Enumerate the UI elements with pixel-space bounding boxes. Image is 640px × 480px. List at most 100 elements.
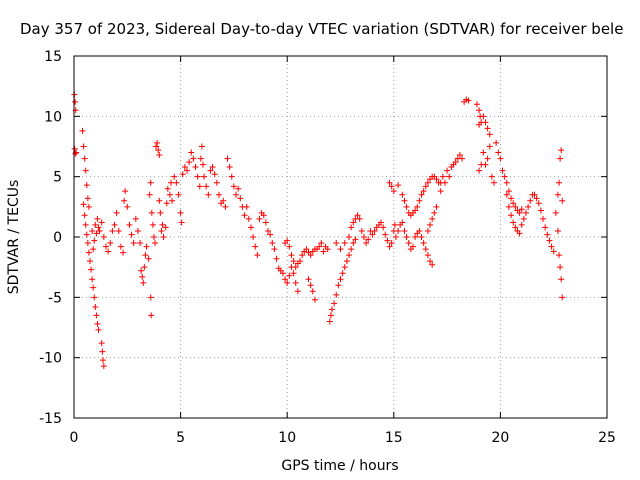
data-point — [292, 264, 299, 271]
data-point — [207, 167, 214, 174]
data-point — [179, 171, 186, 178]
data-point — [269, 240, 276, 247]
data-point — [540, 215, 547, 222]
data-point — [93, 312, 100, 319]
data-point — [328, 306, 335, 313]
data-point — [399, 219, 406, 226]
data-point — [92, 303, 99, 310]
data-point — [307, 252, 314, 259]
data-point — [121, 197, 128, 204]
data-point — [480, 149, 487, 156]
data-point — [290, 258, 297, 265]
data-point — [456, 151, 463, 158]
data-point — [559, 294, 566, 301]
data-point — [111, 221, 118, 228]
x-tick-label: 20 — [491, 430, 509, 446]
data-point — [150, 234, 157, 240]
data-point — [554, 191, 561, 198]
data-point — [164, 185, 171, 192]
data-point — [476, 107, 483, 114]
data-point — [510, 219, 517, 226]
data-point — [93, 230, 100, 237]
data-point — [92, 221, 99, 228]
y-tick-label: -5 — [48, 290, 62, 306]
data-point — [134, 227, 141, 234]
data-point — [371, 227, 378, 234]
data-point — [493, 139, 500, 146]
data-point — [171, 173, 178, 180]
data-point — [139, 273, 146, 280]
data-point — [230, 183, 237, 190]
data-point — [284, 279, 291, 286]
data-point — [83, 182, 90, 189]
data-point — [201, 173, 208, 180]
data-point — [399, 191, 406, 198]
data-point — [148, 209, 155, 216]
y-tick-label: -10 — [39, 351, 62, 367]
data-point — [544, 231, 551, 238]
data-point — [554, 227, 561, 234]
data-point — [418, 191, 425, 198]
data-point — [203, 183, 210, 190]
data-point — [305, 276, 312, 283]
data-point — [550, 248, 557, 255]
data-point — [337, 276, 344, 283]
data-point — [501, 173, 508, 180]
x-tick-label: 25 — [598, 430, 616, 446]
data-point — [228, 173, 235, 180]
data-point — [508, 212, 515, 219]
data-point — [113, 209, 120, 216]
data-point — [72, 98, 79, 105]
data-point — [360, 234, 367, 240]
data-point — [250, 234, 257, 240]
data-point — [557, 264, 564, 271]
data-point — [356, 215, 363, 222]
data-point — [149, 221, 156, 228]
chart-title: Day 357 of 2023, Sidereal Day-to-day VTE… — [20, 20, 623, 38]
data-point — [199, 161, 206, 168]
data-point — [548, 243, 555, 250]
data-point — [128, 231, 135, 238]
y-tick-labels: -15 -10 -5 0 5 10 15 — [39, 49, 62, 427]
data-point — [190, 155, 197, 162]
data-point — [452, 159, 459, 166]
data-point — [531, 191, 538, 198]
data-point — [409, 243, 416, 250]
data-point — [465, 97, 472, 104]
data-point — [512, 203, 519, 210]
data-point — [153, 143, 160, 150]
data-point — [484, 155, 491, 162]
data-point — [132, 215, 139, 222]
data-point — [503, 179, 510, 186]
data-point — [525, 203, 532, 210]
data-point — [333, 291, 340, 298]
data-point — [143, 243, 150, 250]
data-point — [226, 164, 233, 171]
data-point — [80, 143, 87, 150]
data-point — [556, 252, 563, 259]
data-point — [282, 276, 289, 283]
data-point — [117, 243, 124, 250]
data-point — [160, 234, 167, 240]
data-point — [154, 139, 161, 146]
x-tick-label: 0 — [70, 430, 79, 446]
data-point — [403, 234, 410, 240]
data-point — [558, 147, 565, 154]
data-point — [365, 236, 372, 243]
data-point — [90, 284, 97, 291]
data-point — [324, 246, 331, 253]
data-point — [142, 252, 149, 259]
data-point — [213, 179, 220, 186]
data-point — [265, 227, 272, 234]
data-point — [320, 248, 327, 255]
data-point — [89, 227, 96, 234]
data-point — [522, 209, 529, 216]
data-point — [559, 197, 566, 204]
data-point — [333, 240, 340, 247]
data-point — [343, 258, 350, 265]
data-point — [175, 191, 182, 198]
data-point — [337, 246, 344, 253]
data-point — [84, 195, 91, 202]
data-point — [339, 270, 346, 277]
data-point — [546, 237, 553, 244]
